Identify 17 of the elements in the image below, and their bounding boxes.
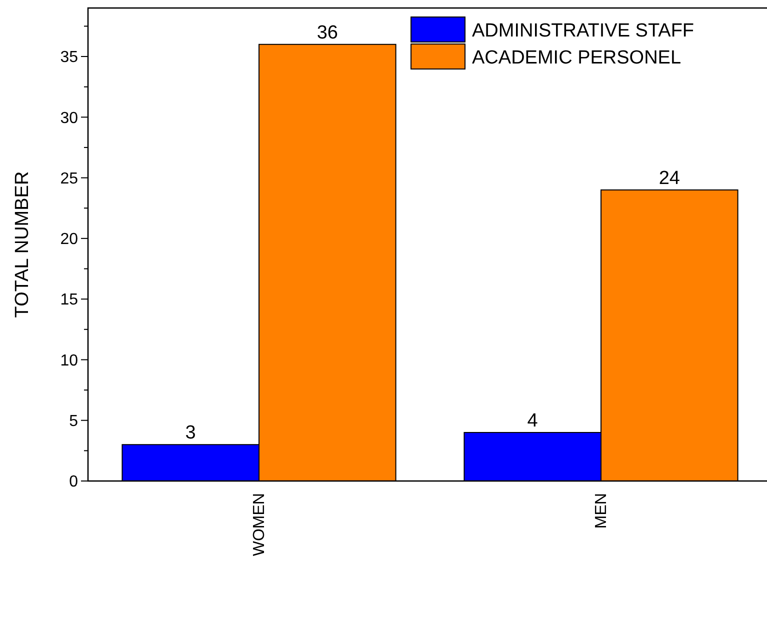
y-tick-label: 5 — [69, 412, 78, 430]
legend-label: ACADEMIC PERSONEL — [472, 48, 682, 69]
y-tick-label: 35 — [60, 49, 78, 66]
legend-label: ADMINISTRATIVE STAFF — [472, 20, 694, 42]
data-label: 4 — [527, 410, 538, 432]
x-tick-label: MEN — [593, 493, 610, 529]
data-label: 3 — [185, 422, 196, 444]
y-tick-label: 15 — [60, 292, 78, 309]
data-label: 36 — [316, 22, 338, 44]
y-tick-label: 10 — [60, 352, 78, 370]
y-tick-label: 25 — [60, 170, 78, 188]
data-label: 24 — [658, 168, 680, 189]
y-tick-label: 30 — [60, 110, 78, 127]
y-tick-label: 20 — [60, 231, 78, 248]
y-tick-label: 0 — [69, 474, 78, 491]
y-axis-title: TOTAL NUMBER — [12, 171, 33, 318]
x-tick-label: WOMEN — [251, 493, 268, 556]
